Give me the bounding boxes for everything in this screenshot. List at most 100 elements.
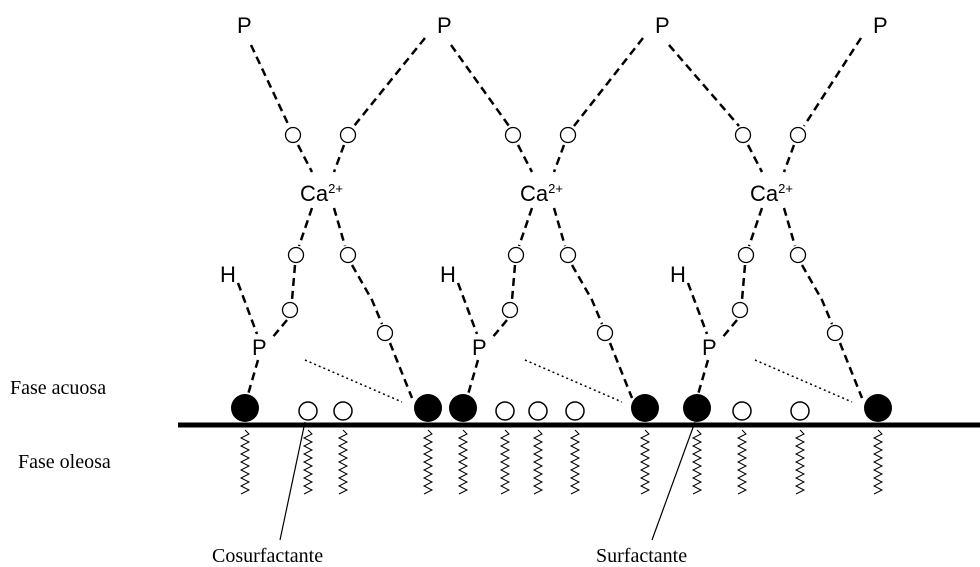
bond — [524, 359, 623, 403]
cosurfactant-head — [333, 401, 353, 421]
phosphorus-label: P — [252, 335, 267, 360]
tail — [569, 429, 581, 495]
bond — [570, 264, 604, 325]
bond — [456, 282, 479, 335]
oxygen — [731, 301, 749, 319]
bond — [668, 44, 740, 127]
ion-symbol: Ca — [300, 181, 329, 206]
surfactant-head — [683, 394, 711, 422]
phosphorus-label: P — [873, 13, 888, 38]
tail — [532, 429, 544, 495]
bond — [746, 144, 764, 173]
bond — [747, 207, 764, 247]
hydrogen-label: H — [220, 262, 236, 287]
ion-symbol: Ca — [750, 181, 779, 206]
phosphorus-label: P — [437, 13, 452, 38]
ion-symbol: Ca — [520, 181, 549, 206]
oxygen — [504, 126, 522, 144]
bond — [516, 144, 534, 173]
oxygen — [339, 126, 357, 144]
oxygen — [507, 246, 525, 264]
oxygen — [501, 301, 519, 319]
bond — [608, 342, 634, 399]
bond — [350, 264, 384, 325]
tail — [872, 429, 884, 495]
phase-label: Fase oleosa — [18, 451, 111, 473]
bond — [332, 144, 346, 173]
phosphorus-label: P — [472, 335, 487, 360]
surfactant-head — [449, 394, 477, 422]
surfactant-head — [864, 394, 892, 422]
phosphorus-label: P — [702, 335, 717, 360]
callout-label: Surfactante — [596, 545, 687, 567]
bond — [245, 359, 260, 399]
ion-charge: 2+ — [778, 181, 793, 196]
tail — [422, 429, 434, 495]
oxygen — [789, 246, 807, 264]
cosurfactant-head — [495, 401, 515, 421]
bond — [782, 207, 797, 247]
bond — [838, 342, 864, 399]
oxygen — [281, 301, 299, 319]
callout-line — [651, 421, 696, 541]
bond — [290, 264, 297, 301]
surfactant-head — [631, 394, 659, 422]
oxygen — [339, 246, 357, 264]
bond — [695, 359, 710, 399]
oxygen — [376, 324, 394, 342]
ion-charge: 2+ — [548, 181, 563, 196]
bond — [491, 319, 508, 339]
bond — [517, 207, 534, 247]
oxygen — [789, 126, 807, 144]
callout-label: Cosurfactante — [212, 545, 323, 567]
oxygen — [734, 126, 752, 144]
oxygen — [826, 324, 844, 342]
phosphorus-label: P — [237, 13, 252, 38]
bond — [510, 264, 517, 301]
tail — [794, 429, 806, 495]
bond — [271, 319, 288, 339]
ion-charge: 2+ — [328, 181, 343, 196]
phosphorus-label: P — [655, 13, 670, 38]
tail — [736, 429, 748, 495]
bond — [552, 207, 567, 247]
calcium-ion: Ca2+ — [520, 181, 563, 206]
tail — [337, 429, 349, 495]
tail — [499, 429, 511, 495]
oxygen — [284, 126, 302, 144]
cosurfactant-head — [732, 401, 752, 421]
cosurfactant-head — [790, 401, 810, 421]
tail — [639, 429, 651, 495]
tail — [457, 429, 469, 495]
cosurfactant-head — [565, 401, 585, 421]
bond — [353, 37, 426, 127]
hydrogen-label: H — [670, 262, 686, 287]
cosurfactant-head — [298, 401, 318, 421]
bond — [449, 44, 511, 127]
bond — [297, 207, 314, 247]
calcium-ion: Ca2+ — [300, 181, 343, 206]
bond — [304, 359, 403, 403]
bond — [296, 144, 314, 173]
tail — [302, 429, 314, 495]
bond — [800, 264, 834, 325]
bond — [740, 264, 747, 301]
cosurfactant-head — [528, 401, 548, 421]
oxygen — [559, 246, 577, 264]
calcium-ion: Ca2+ — [750, 181, 793, 206]
bond — [802, 37, 863, 127]
bond — [332, 207, 347, 247]
phase-label: Fase acuosa — [10, 377, 106, 399]
surfactant-head — [414, 394, 442, 422]
bond — [552, 144, 566, 173]
bond — [388, 342, 414, 399]
bond — [686, 282, 709, 335]
oxygen — [287, 246, 305, 264]
hydrogen-label: H — [440, 262, 456, 287]
tail — [239, 429, 251, 495]
bond — [754, 359, 853, 403]
bond — [721, 319, 738, 339]
bond — [465, 359, 480, 399]
oxygen — [737, 246, 755, 264]
